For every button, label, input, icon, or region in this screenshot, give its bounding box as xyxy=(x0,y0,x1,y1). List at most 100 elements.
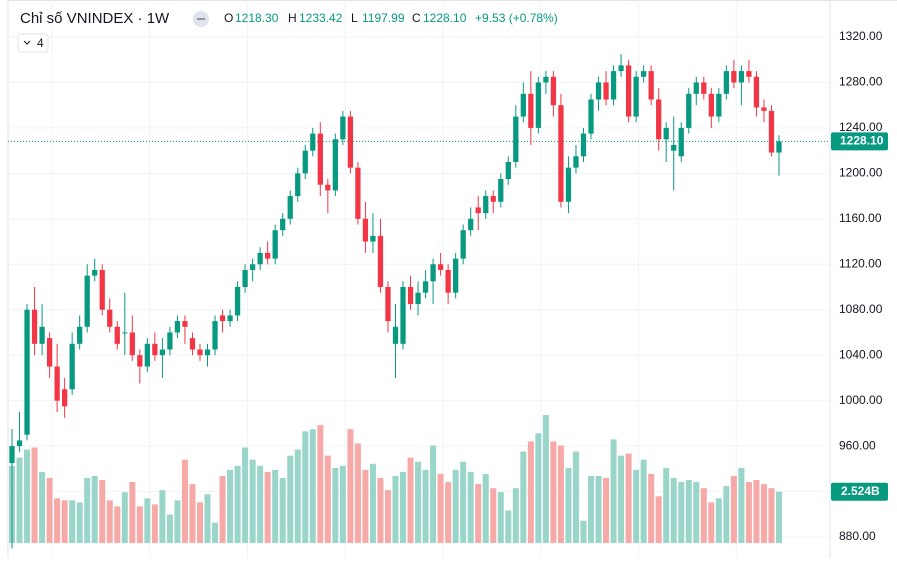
candle-body xyxy=(407,287,414,305)
volume-bar xyxy=(738,467,745,543)
candle-body xyxy=(498,179,504,202)
volume-bar xyxy=(497,492,504,543)
last-volume-label: 2.524B xyxy=(841,484,880,498)
volume-bar xyxy=(159,490,166,543)
volume-bar xyxy=(181,459,188,543)
volume-bar xyxy=(264,471,271,543)
candle-body xyxy=(475,207,481,214)
volume-bar xyxy=(670,477,677,543)
volume-bar xyxy=(760,484,767,543)
volume-bar xyxy=(452,469,459,543)
volume-bar xyxy=(753,480,760,543)
candle-body xyxy=(543,76,549,83)
candle-body xyxy=(400,287,406,344)
y-tick-label: 1200.00 xyxy=(839,166,883,180)
candle-body xyxy=(776,141,782,153)
volume-bar xyxy=(136,506,143,543)
candle-body xyxy=(310,133,316,151)
candle-body xyxy=(565,167,572,202)
last-volume-tag xyxy=(831,482,888,501)
candle-body xyxy=(39,326,45,344)
volume-bar xyxy=(257,465,264,543)
y-tick-label: 960.00 xyxy=(839,438,876,452)
volume-bar xyxy=(384,490,391,543)
candle-body xyxy=(641,71,647,77)
volume-bar xyxy=(715,498,722,543)
candle-body xyxy=(738,71,745,83)
volume-bar xyxy=(723,486,730,543)
candle-body xyxy=(648,71,654,100)
volume-bar xyxy=(204,494,211,543)
candle-body xyxy=(558,105,564,202)
candle-body xyxy=(234,287,241,316)
candle-body xyxy=(468,218,474,231)
volume-bar xyxy=(16,457,23,543)
candle-body xyxy=(528,93,534,128)
candle-body xyxy=(505,162,511,180)
candle-body xyxy=(768,110,775,153)
volume-bar xyxy=(174,500,181,543)
volume-bar xyxy=(272,469,279,543)
volume-bar xyxy=(302,431,309,543)
candle-body xyxy=(422,281,429,293)
candle-body xyxy=(99,269,105,310)
volume-bar xyxy=(332,467,339,543)
y-tick-label: 1160.00 xyxy=(839,211,882,225)
candle-body xyxy=(723,71,729,94)
indicator-count: 4 xyxy=(37,36,44,50)
volume-bar xyxy=(407,457,414,543)
candle-body xyxy=(265,252,271,259)
candle-body xyxy=(84,275,90,327)
candle-body xyxy=(610,71,617,100)
candle-body xyxy=(573,156,579,168)
volume-bar xyxy=(512,488,519,543)
c-value: 1228.10 xyxy=(423,11,467,25)
volume-bar xyxy=(565,467,572,543)
volume-bar xyxy=(527,441,534,543)
volume-bar xyxy=(595,475,602,543)
candle-body xyxy=(16,440,23,447)
volume-bar xyxy=(415,461,422,543)
volume-bar xyxy=(542,415,549,543)
volume-bar xyxy=(91,475,98,543)
candle-body xyxy=(212,321,218,350)
volume-bar xyxy=(46,477,53,543)
candle-body xyxy=(513,116,519,162)
candle-body xyxy=(377,235,384,287)
volume-bar xyxy=(219,475,226,543)
candle-body xyxy=(137,355,143,367)
candle-body xyxy=(671,144,677,151)
candle-body xyxy=(159,349,166,356)
candle-body xyxy=(701,82,707,94)
candle-body xyxy=(633,76,639,117)
candle-body xyxy=(618,65,624,72)
candle-body xyxy=(152,343,158,356)
candle-body xyxy=(716,93,722,117)
l-value: 1197.99 xyxy=(362,11,405,25)
candle-body xyxy=(122,332,128,334)
candle-body xyxy=(362,218,369,242)
volume-bar xyxy=(475,484,482,543)
candle-body xyxy=(656,99,662,140)
y-tick-label: 880.00 xyxy=(839,529,876,543)
last-price-label: 1228.10 xyxy=(840,134,884,148)
volume-bar xyxy=(61,500,68,543)
candle-body xyxy=(437,264,444,270)
volume-bar xyxy=(708,502,715,543)
candle-body xyxy=(580,133,587,157)
volume-bar xyxy=(166,514,173,543)
candle-body xyxy=(761,107,767,111)
volume-bar xyxy=(505,510,512,543)
volume-bar xyxy=(324,455,331,543)
volume-bar xyxy=(227,469,234,543)
volume-bar xyxy=(460,461,467,543)
y-tick-label: 1240.00 xyxy=(839,120,883,134)
volume-bar xyxy=(557,445,564,543)
volume-bar xyxy=(768,488,775,543)
candle-body xyxy=(445,269,451,293)
indicator-toggle[interactable] xyxy=(17,33,49,53)
o-label: O xyxy=(224,11,233,25)
volume-bar xyxy=(610,439,617,543)
volume-bar xyxy=(189,484,196,543)
